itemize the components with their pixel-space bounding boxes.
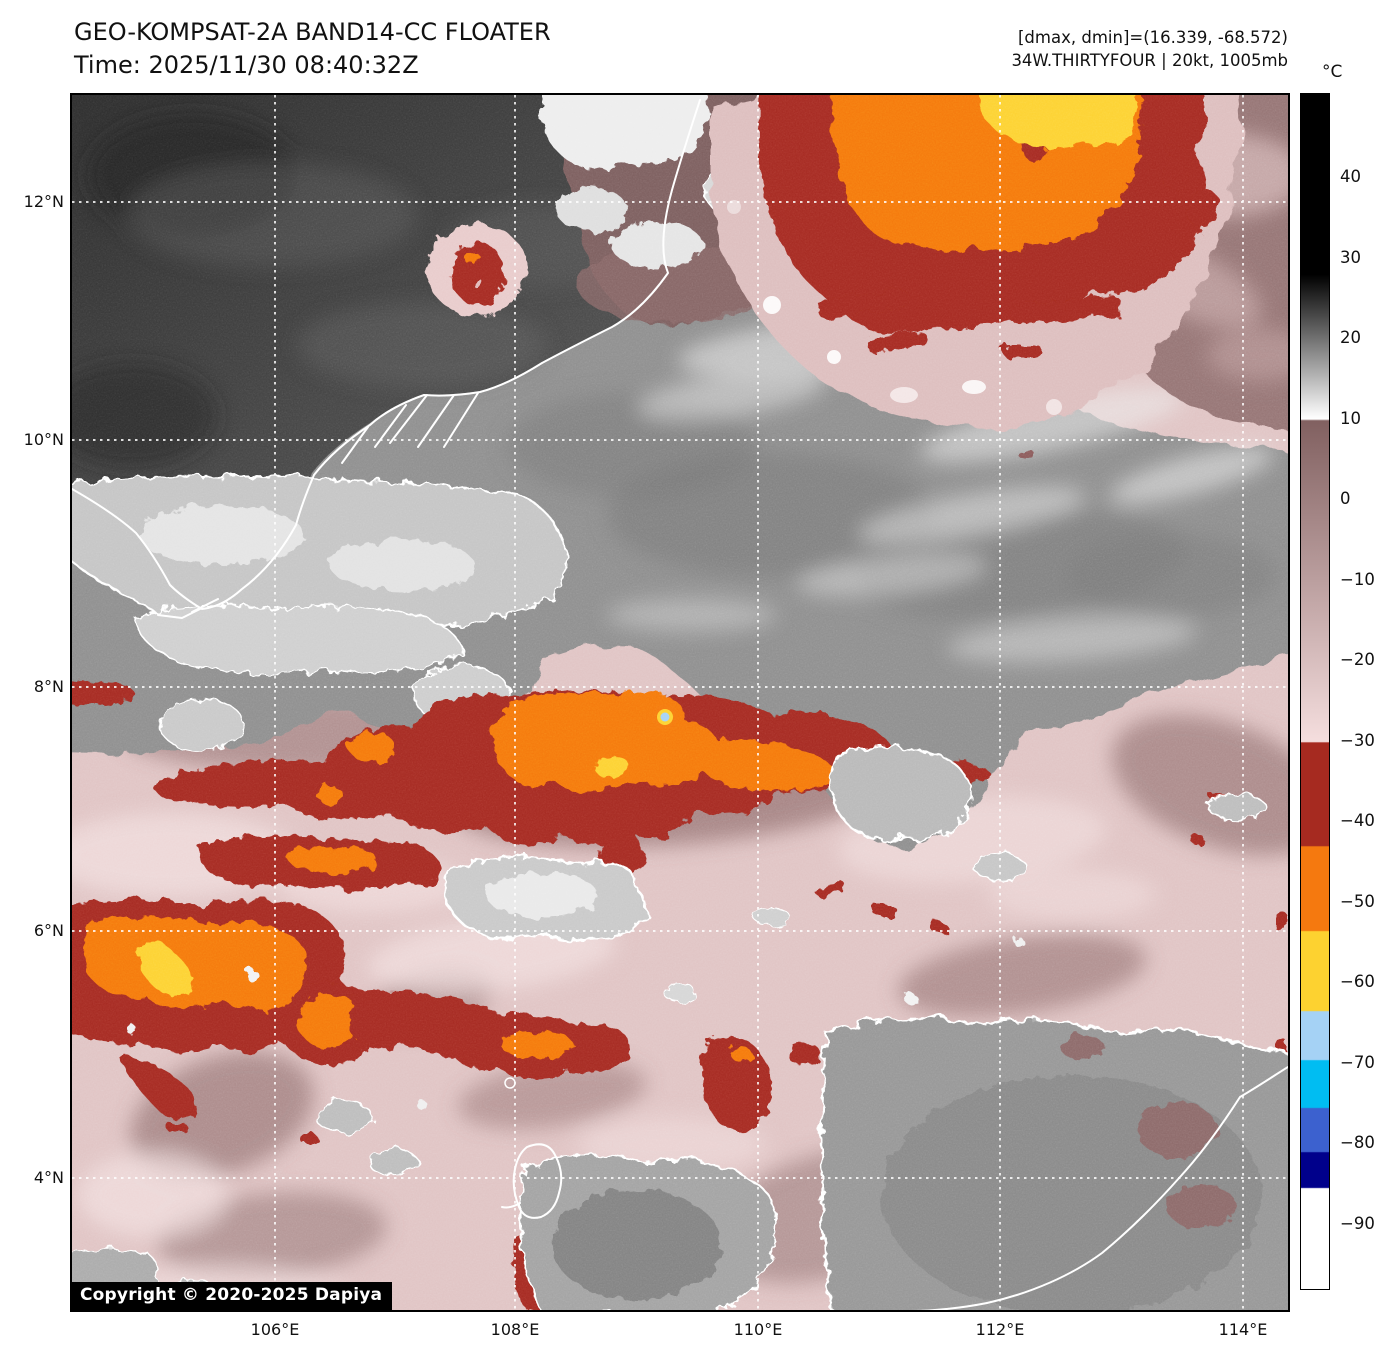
latitude-tick-label: 6°N [33,921,64,940]
annotation-block: [dmax, dmin]=(16.339, -68.572) 34W.THIRT… [1011,26,1288,72]
grain-overlay [72,95,1288,1310]
colorbar-tick-label: 40 [1340,167,1361,186]
latitude-tick-label: 12°N [23,192,64,211]
figure-time: Time: 2025/11/30 08:40:32Z [74,51,419,79]
satellite-image [72,95,1288,1310]
latitude-tick-label: 8°N [33,677,64,696]
colorbar-tick-label: 20 [1340,328,1361,347]
colorbar-tick-label: −70 [1340,1052,1375,1072]
colorbar [1300,93,1330,1290]
latitude-tick-label: 10°N [23,430,64,449]
longitude-tick-label: 114°E [1218,1320,1268,1339]
copyright-badge: Copyright © 2020-2025 Dapiya [72,1282,393,1310]
colorbar-tick-label: 0 [1340,489,1351,508]
colorbar-tick-label: −50 [1340,891,1375,911]
colorbar-tick-label: −40 [1340,811,1375,830]
colorbar-tick-label: −90 [1340,1213,1375,1233]
colorbar-tick-label: −10 [1340,569,1375,589]
map-plot-area: Copyright © 2020-2025 Dapiya [70,93,1290,1312]
latitude-tick-label: 4°N [33,1168,64,1187]
storm-info-readout: 34W.THIRTYFOUR | 20kt, 1005mb [1011,51,1288,70]
longitude-tick-label: 112°E [975,1320,1025,1339]
colorbar-tick-label: −60 [1340,972,1375,991]
longitude-tick-label: 106°E [250,1320,300,1339]
colorbar-unit-label: °C [1322,62,1343,82]
colorbar-tick-label: −80 [1340,1133,1375,1152]
figure-title: GEO-KOMPSAT-2A BAND14-CC FLOATER [74,18,551,46]
longitude-tick-label: 110°E [733,1320,783,1339]
title-block: GEO-KOMPSAT-2A BAND14-CC FLOATER Time: 2… [74,16,551,82]
dmax-dmin-readout: [dmax, dmin]=(16.339, -68.572) [1018,28,1288,47]
longitude-tick-label: 108°E [490,1320,540,1339]
colorbar-tick-label: −20 [1340,650,1375,669]
colorbar-tick-label: 30 [1340,247,1361,267]
colorbar-tick-label: 10 [1340,408,1361,428]
colorbar-tick-label: −30 [1340,730,1375,750]
